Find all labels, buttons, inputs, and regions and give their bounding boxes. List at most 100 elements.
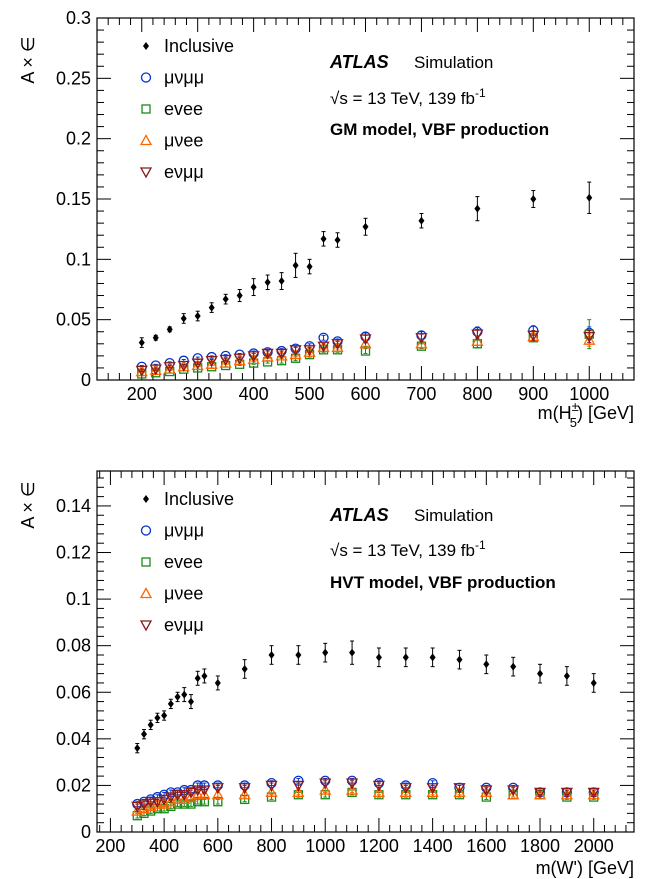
x-tick-label: 400 <box>239 384 269 404</box>
data-point <box>331 339 344 351</box>
x-axis-label-sub: 5 <box>570 415 577 430</box>
x-tick-label: 1200 <box>359 836 399 856</box>
data-point <box>474 204 481 213</box>
data-point <box>415 337 428 349</box>
data-point <box>426 783 439 795</box>
data-point <box>289 345 302 357</box>
y-tick-label: 0.1 <box>66 249 91 269</box>
data-point <box>177 360 190 372</box>
legend-marker <box>139 134 153 146</box>
legend-marker <box>141 104 151 114</box>
data-point <box>261 348 274 360</box>
data-point <box>563 671 570 680</box>
data-point <box>278 277 285 286</box>
data-point <box>510 662 517 671</box>
data-point <box>149 364 162 376</box>
y-tick-label: 0.14 <box>56 496 91 516</box>
data-point <box>250 283 257 292</box>
data-point <box>161 711 168 720</box>
data-point <box>303 345 316 357</box>
data-point <box>359 337 372 349</box>
data-point <box>238 788 251 800</box>
data-point <box>359 334 372 346</box>
data-point <box>275 348 288 360</box>
x-tick-label: 2000 <box>574 836 614 856</box>
data-point <box>583 331 596 343</box>
data-point <box>171 790 184 802</box>
data-point <box>275 349 288 361</box>
legend-item: μνee <box>139 584 203 604</box>
x-axis-label: m(H± 5) [GeV] <box>538 399 634 430</box>
x-tick-label: 600 <box>350 384 380 404</box>
data-point <box>134 744 141 753</box>
data-point <box>471 335 484 347</box>
legend-item: eνμμ <box>139 615 204 635</box>
data-point <box>208 303 215 312</box>
series-triangle-down <box>135 328 596 377</box>
x-tick-label: 200 <box>95 836 125 856</box>
energy-label-sup: -1 <box>475 86 486 100</box>
model-label: GM model, VBF production <box>330 120 549 139</box>
legend: Inclusive μνμμ evee μνee eνμμ <box>139 489 234 635</box>
data-point <box>319 778 332 790</box>
y-tick-label: 0.1 <box>66 589 91 609</box>
data-point <box>198 785 211 797</box>
data-point <box>429 653 436 662</box>
data-point <box>194 674 201 683</box>
data-point <box>415 333 428 345</box>
data-point <box>319 783 332 795</box>
x-tick-label: 1000 <box>569 384 609 404</box>
legend-label: μνee <box>164 131 203 151</box>
data-point <box>151 797 164 809</box>
legend: Inclusive μνμμ evee μνee eνμμ <box>139 36 234 182</box>
legend-marker <box>140 525 152 536</box>
data-point <box>238 783 251 795</box>
legend-label: Inclusive <box>164 36 234 56</box>
data-point <box>560 787 573 799</box>
legend-marker <box>139 587 153 599</box>
data-point <box>241 664 248 673</box>
data-point <box>289 348 302 360</box>
y-tick-label: 0 <box>81 822 91 842</box>
data-point <box>349 648 356 657</box>
legend-marker <box>143 495 149 503</box>
x-tick-label: 700 <box>406 384 436 404</box>
y-tick-label: 0.06 <box>56 682 91 702</box>
data-point <box>213 797 223 807</box>
data-point <box>186 799 196 809</box>
legend-label: μνμμ <box>164 521 204 541</box>
x-tick-label: 900 <box>518 384 548 404</box>
data-point <box>187 697 194 706</box>
energy-label: √s = 13 TeV, 139 fb-1 <box>330 86 486 108</box>
y-tick-label: 0.3 <box>66 8 91 28</box>
simulation-label: Simulation <box>414 506 493 525</box>
data-point <box>233 354 246 366</box>
energy-label-main: √s = 13 TeV, 139 fb <box>330 89 475 108</box>
x-axis-label-main: m(H <box>538 403 572 423</box>
data-point <box>184 787 198 799</box>
legend-marker <box>143 42 149 50</box>
data-point <box>264 278 271 287</box>
legend-label: μνμμ <box>164 68 204 88</box>
data-point <box>268 650 275 659</box>
data-point <box>426 786 439 798</box>
x-axis-label-text: m(H± 5) [GeV] <box>538 399 634 430</box>
data-point <box>345 783 359 795</box>
data-point <box>138 338 145 347</box>
data-point <box>334 236 341 245</box>
data-point <box>456 655 463 664</box>
data-point <box>306 262 313 271</box>
data-point <box>265 780 278 792</box>
data-point <box>211 788 224 800</box>
data-point <box>191 788 204 800</box>
y-tick-label: 0.25 <box>56 68 91 88</box>
data-point <box>453 783 466 795</box>
data-point <box>181 690 188 699</box>
x-axis-label-sup: ± <box>572 399 579 414</box>
legend-item: μνμμ <box>140 68 204 88</box>
data-point <box>402 653 409 662</box>
data-point <box>583 333 596 345</box>
x-tick-label: 1400 <box>413 836 453 856</box>
